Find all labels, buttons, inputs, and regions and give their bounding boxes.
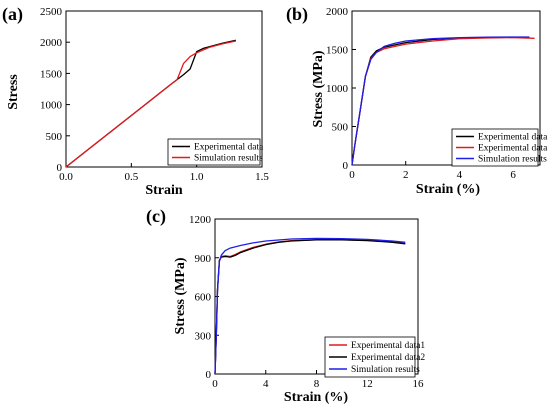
x-tick-label: 12 xyxy=(362,378,373,390)
panel-c: (c) Strain (%) Stress (MPa) 0 4 8 12 16 0 300 6… xyxy=(146,206,425,405)
x-axis-title: Strain (%) xyxy=(284,390,349,405)
x-tick-label: 6 xyxy=(510,169,516,181)
x-tick-label: 0.0 xyxy=(59,171,73,183)
plot-frame xyxy=(65,10,263,168)
x-axis-title: Strain (%) xyxy=(416,182,481,197)
legend-label: Experimental data 2 xyxy=(478,144,550,154)
legend-label: Simulation results xyxy=(351,365,420,375)
y-tick-label: 2000 xyxy=(326,6,349,18)
legend-label: Experimental data xyxy=(194,143,264,153)
y-tick-label: 500 xyxy=(332,122,349,134)
series-line xyxy=(65,40,237,168)
y-tick-label: 500 xyxy=(46,131,63,143)
y-tick-label: 600 xyxy=(195,292,212,304)
x-tick-label: 2 xyxy=(403,169,409,181)
x-tick-label: 0.5 xyxy=(124,171,138,183)
x-tick-label: 4 xyxy=(457,169,463,181)
x-tick-label: 0 xyxy=(212,378,218,390)
legend-label: Simulation results xyxy=(194,154,263,164)
y-tick-label: 1000 xyxy=(326,83,349,95)
y-tick-label: 0 xyxy=(343,160,349,172)
panel-label: (a) xyxy=(2,4,23,25)
legend: Experimental data1 Experimental data2 Simu… xyxy=(324,336,425,378)
panel-label: (c) xyxy=(146,206,166,227)
x-tick-label: 8 xyxy=(314,378,320,390)
y-tick-label: 300 xyxy=(195,330,212,342)
x-tick-label: 16 xyxy=(413,378,425,390)
legend-box xyxy=(451,128,539,167)
legend-label: Experimental data 1 xyxy=(478,133,550,143)
legend-label: Simulation results xyxy=(478,155,547,165)
x-axis-title: Strain xyxy=(145,183,183,198)
y-tick-label: 0 xyxy=(57,162,63,174)
y-tick-label: 0 xyxy=(206,369,212,381)
y-tick-label: 1200 xyxy=(189,214,212,226)
x-tick-label: 1.0 xyxy=(190,171,204,183)
series-line xyxy=(351,36,530,166)
panel-b: (b) Strain (%) Stress (MPa) 0 2 4 6 0 500 1000… xyxy=(286,4,550,197)
y-tick-label: 900 xyxy=(195,253,212,265)
x-tick-label: 0 xyxy=(349,169,355,181)
y-tick-label: 2500 xyxy=(40,6,63,18)
x-tick-label: 1.5 xyxy=(255,171,269,183)
y-tick-label: 2000 xyxy=(40,37,63,49)
series-line xyxy=(214,237,406,375)
panel-a: (a) Strain Stress 0.0 0.5 1.0 1.5 0 500 1000 15… xyxy=(2,4,269,198)
x-tick-label: 4 xyxy=(263,378,269,390)
y-tick-label: 1000 xyxy=(40,100,63,112)
legend-box xyxy=(167,138,261,166)
legend-label: Experimental data1 xyxy=(351,341,425,351)
y-axis-title: Stress (MPa) xyxy=(173,257,188,334)
y-tick-label: 1500 xyxy=(40,68,63,80)
y-axis-title: Stress xyxy=(6,74,21,110)
y-axis-title: Stress (MPa) xyxy=(311,50,326,127)
panel-label: (b) xyxy=(286,4,308,25)
legend-label: Experimental data2 xyxy=(351,353,425,363)
y-tick-label: 1500 xyxy=(326,45,349,57)
